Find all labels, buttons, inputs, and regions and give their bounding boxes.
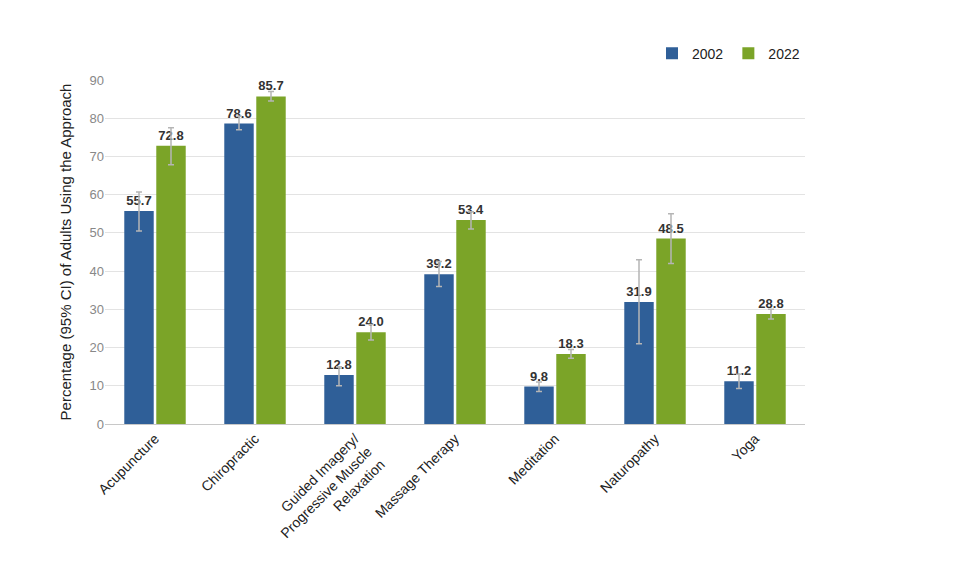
svg-text:60: 60 xyxy=(90,187,104,202)
svg-text:10: 10 xyxy=(90,378,104,393)
svg-text:48.5: 48.5 xyxy=(658,221,683,236)
svg-text:40: 40 xyxy=(90,264,104,279)
svg-text:2002: 2002 xyxy=(692,46,723,62)
svg-text:78.6: 78.6 xyxy=(226,106,251,121)
svg-text:20: 20 xyxy=(90,340,104,355)
svg-text:85.7: 85.7 xyxy=(258,78,283,93)
svg-text:Acupuncture: Acupuncture xyxy=(95,430,162,497)
svg-text:Guided Imagery/Progressive Mus: Guided Imagery/Progressive MuscleRelaxat… xyxy=(264,430,388,554)
svg-text:39.2: 39.2 xyxy=(426,256,451,271)
svg-text:28.8: 28.8 xyxy=(758,296,783,311)
svg-text:90: 90 xyxy=(90,73,104,88)
svg-text:72.8: 72.8 xyxy=(158,128,183,143)
svg-text:Naturopathy: Naturopathy xyxy=(597,431,662,496)
svg-text:2022: 2022 xyxy=(768,46,799,62)
svg-text:31.9: 31.9 xyxy=(626,284,651,299)
svg-text:80: 80 xyxy=(90,111,104,126)
svg-text:50: 50 xyxy=(90,225,104,240)
svg-text:12.8: 12.8 xyxy=(326,357,351,372)
svg-text:Meditation: Meditation xyxy=(505,431,562,488)
svg-text:Massage Therapy: Massage Therapy xyxy=(372,431,462,521)
svg-text:24.0: 24.0 xyxy=(358,314,383,329)
svg-text:70: 70 xyxy=(90,149,104,164)
svg-text:53.4: 53.4 xyxy=(458,202,484,217)
svg-text:18.3: 18.3 xyxy=(558,336,583,351)
svg-text:Yoga: Yoga xyxy=(729,430,763,464)
svg-text:0: 0 xyxy=(97,417,104,432)
svg-text:Percentage (95% CI) of Adults: Percentage (95% CI) of Adults Using the … xyxy=(57,84,74,421)
svg-text:55.7: 55.7 xyxy=(126,193,151,208)
svg-text:30: 30 xyxy=(90,302,104,317)
svg-text:9.8: 9.8 xyxy=(530,369,548,384)
svg-text:Chiropractic: Chiropractic xyxy=(198,431,262,495)
svg-text:11.2: 11.2 xyxy=(727,363,752,378)
